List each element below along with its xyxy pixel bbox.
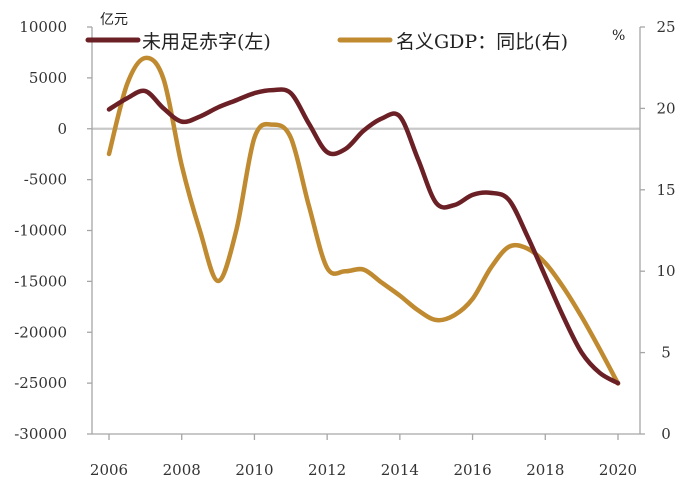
x-axis-tick-label: 2006 — [90, 461, 128, 479]
legend: 未用足赤字(左) 名义GDP：同比(右) — [85, 31, 568, 53]
left-axis-unit: 亿元 — [100, 12, 128, 28]
x-axis-tick-label: 2016 — [453, 461, 491, 479]
series-line-1 — [106, 87, 621, 386]
right-axis-tick-label: 5 — [661, 344, 671, 362]
right-axis-tick-label: 0 — [661, 425, 671, 443]
series-line-2 — [106, 55, 621, 386]
right-axis-tick-label: 15 — [656, 181, 675, 199]
series-layer — [106, 55, 621, 386]
axes-layer: 10000 5000 0 -5000 -10000 -15000 -20000 -25000 -… — [14, 12, 675, 479]
left-axis-tick-label: -15000 — [14, 272, 67, 290]
x-axis-tick-label: 2018 — [526, 461, 564, 479]
x-axis-tick-label: 2014 — [381, 461, 419, 479]
left-axis-tick-label: 10000 — [19, 18, 67, 36]
x-axis-tick-label: 2012 — [308, 461, 346, 479]
left-axis-tick-label: 0 — [57, 120, 67, 138]
left-axis-tick-label: -30000 — [14, 425, 67, 443]
left-axis-tick-label: -20000 — [14, 323, 67, 341]
left-axis-tick-label: -25000 — [14, 374, 67, 392]
right-axis-unit: % — [612, 28, 625, 44]
x-axis-tick-label: 2010 — [235, 461, 273, 479]
right-axis-tick-label: 10 — [656, 262, 675, 280]
x-axis-tick-label: 2020 — [599, 461, 637, 479]
right-axis-tick-label: 25 — [656, 18, 675, 36]
left-axis-tick-label: 5000 — [29, 69, 67, 87]
left-axis-tick-label: -5000 — [24, 171, 67, 189]
legend-label-2: 名义GDP：同比(右) — [396, 31, 568, 53]
right-axis-tick-label: 20 — [656, 99, 675, 117]
legend-label-1: 未用足赤字(左) — [142, 31, 271, 53]
left-axis-tick-label: -10000 — [14, 222, 67, 240]
x-axis-tick-label: 2008 — [163, 461, 201, 479]
